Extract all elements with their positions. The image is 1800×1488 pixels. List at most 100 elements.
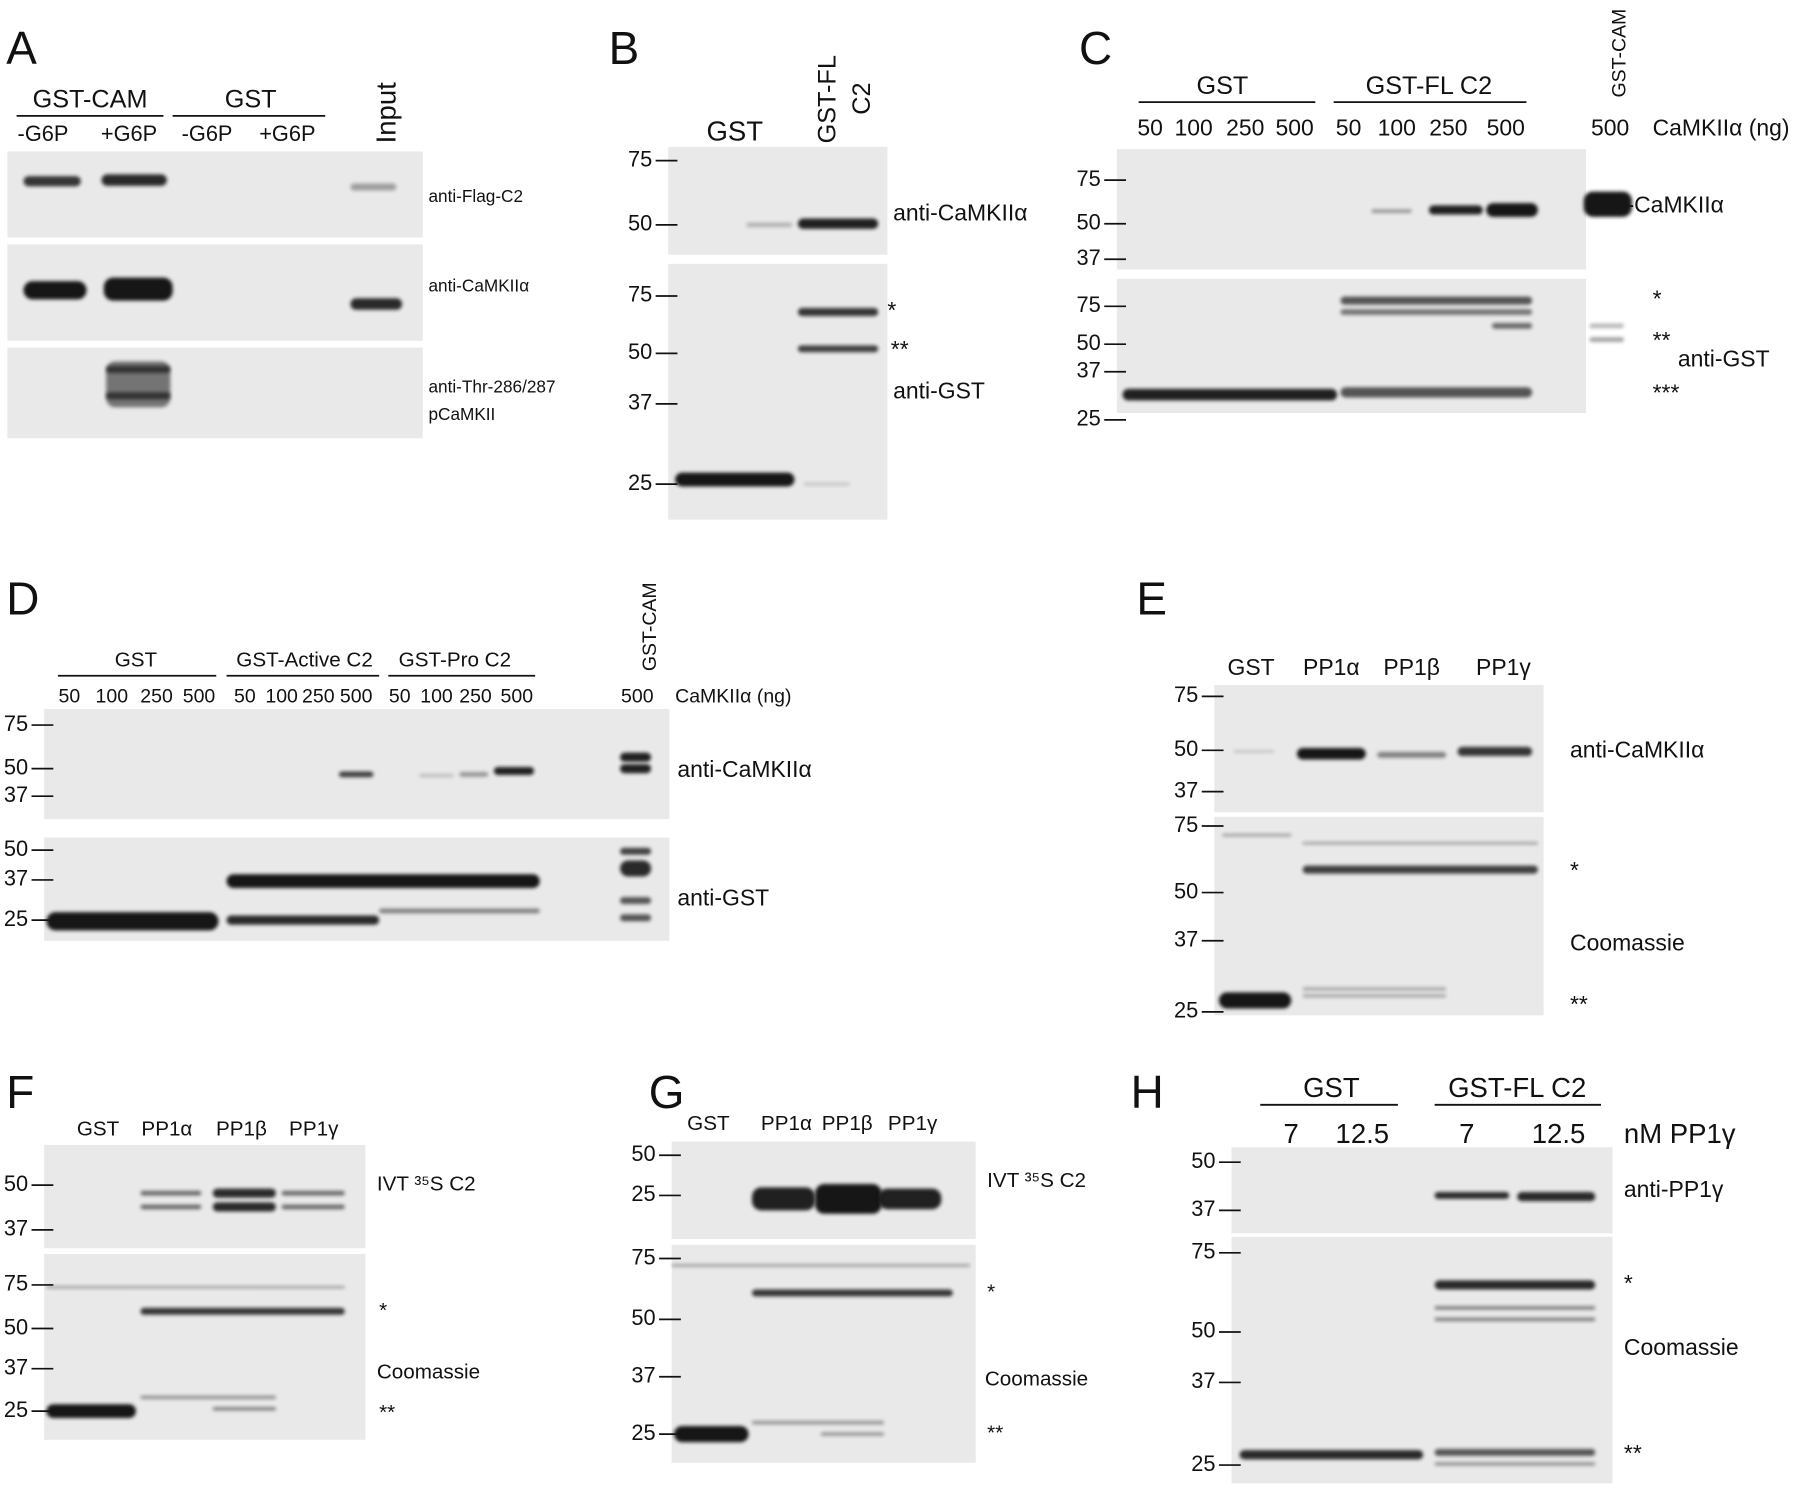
group-header: GST-FL C2 [1448,1072,1586,1103]
marker-label: 75 [4,711,28,736]
band [46,1404,136,1419]
band [1589,337,1624,342]
band [106,365,171,373]
band [620,752,652,762]
blot-annotation: * [1570,857,1579,883]
blot [1214,816,1544,1016]
lane-label: +G6P [259,121,315,146]
lane-label: 500 [1276,115,1314,141]
blot-annotation: anti-CaMKIIα [428,275,529,295]
marker-label: 25 [4,1397,28,1422]
band [1434,1462,1596,1466]
band [101,174,167,186]
panel-label: H [1131,1066,1164,1118]
band [675,472,795,487]
panel-label: F [6,1066,34,1118]
lane-label: -G6P [18,121,69,146]
group-header: GST-Pro C2 [399,648,511,671]
marker-label: 50 [631,1305,655,1330]
band [1302,994,1447,998]
lane-label: 50 [59,686,81,708]
band [103,277,173,301]
marker-label: 50 [628,339,652,364]
panel: C GST GST-FL C2 GST-CAM 50 100 250 500 50 100 250 5… [1077,9,1790,431]
lane-label: 500 [1487,115,1525,141]
lane-label: GST-CAM [639,582,661,671]
marker-label: 37 [631,1362,655,1387]
blot-annotation: * [1653,286,1662,312]
group-header: GST-FL C2 [1366,72,1493,100]
band [1239,1450,1424,1460]
blot-annotation: anti-GST [1678,345,1770,371]
marker-label: 25 [1077,406,1101,431]
marker-label: 75 [1077,292,1101,317]
band [815,1183,882,1214]
band [1222,834,1292,837]
blot [44,1144,366,1249]
panel-label: E [1136,572,1167,624]
marker-label: 50 [1077,330,1101,355]
group-header: GST-Active C2 [236,648,373,671]
marker-label: 37 [1191,1196,1215,1221]
band [1434,1317,1596,1322]
panel-label: B [609,22,640,74]
band [1434,1280,1596,1290]
marker-label: 75 [1174,812,1198,837]
lane-label: PP1α [141,1118,192,1141]
band [338,771,374,778]
panel-label: C [1079,22,1112,74]
band [226,874,540,888]
band [46,912,219,931]
lane-label: 100 [265,686,298,708]
marker-label: 50 [631,1141,655,1166]
band [797,308,879,317]
blot-annotation: anti-CaMKIIα [1570,737,1704,763]
band [620,897,652,905]
marker-label: 25 [631,1181,655,1206]
lane-unit: CaMKIIα (ng) [675,686,791,708]
marker-label: 37 [1174,777,1198,802]
band [140,1307,345,1315]
lane-label: PP1β [1383,654,1440,680]
marker-label: 25 [1191,1451,1215,1476]
panel: F GST PP1α PP1β PP1γ 50 37 IVT ³⁵S C2 75 50 37 25 * C… [4,1066,480,1440]
band [1302,987,1447,991]
band [1457,746,1533,757]
marker-label: 37 [4,866,28,891]
group-header: GST-CAM [33,86,148,114]
band [1340,387,1533,398]
lane-label: GST [1227,654,1274,680]
marker-label: 75 [628,146,652,171]
blot-annotation: * [379,1299,387,1322]
lane-label: 250 [1226,115,1264,141]
panel: H GST GST-FL C2 7 12.5 7 12.5 nM PP1γ 50 37 anti-P… [1131,1066,1739,1484]
lane-label: -G6P [182,121,233,146]
band [620,914,652,922]
lane-label: 250 [302,686,335,708]
lane-label: +G6P [101,121,157,146]
lane-label: PP1α [761,1112,812,1135]
blot-annotation: * [987,1280,995,1303]
lane-label: 250 [1429,115,1467,141]
blot [44,709,670,820]
band [1122,388,1338,401]
lane-label: PP1γ [888,1112,938,1135]
marker-label: 50 [1174,878,1198,903]
blot-annotation: anti-CaMKIIα [893,200,1027,226]
band [281,1204,345,1210]
band [620,764,652,774]
lane-label: Input [371,82,402,144]
marker-label: 50 [1077,209,1101,234]
lane-label: PP1α [1303,654,1360,680]
lane-label: 100 [1378,115,1416,141]
marker-label: 37 [4,1216,28,1241]
marker-label: 25 [631,1420,655,1445]
lane-label: 500 [340,686,373,708]
band [1589,323,1624,329]
marker-label: 25 [628,470,652,495]
marker-label: 50 [4,754,28,779]
band [350,298,403,310]
blot-annotation: ** [1624,1440,1642,1466]
